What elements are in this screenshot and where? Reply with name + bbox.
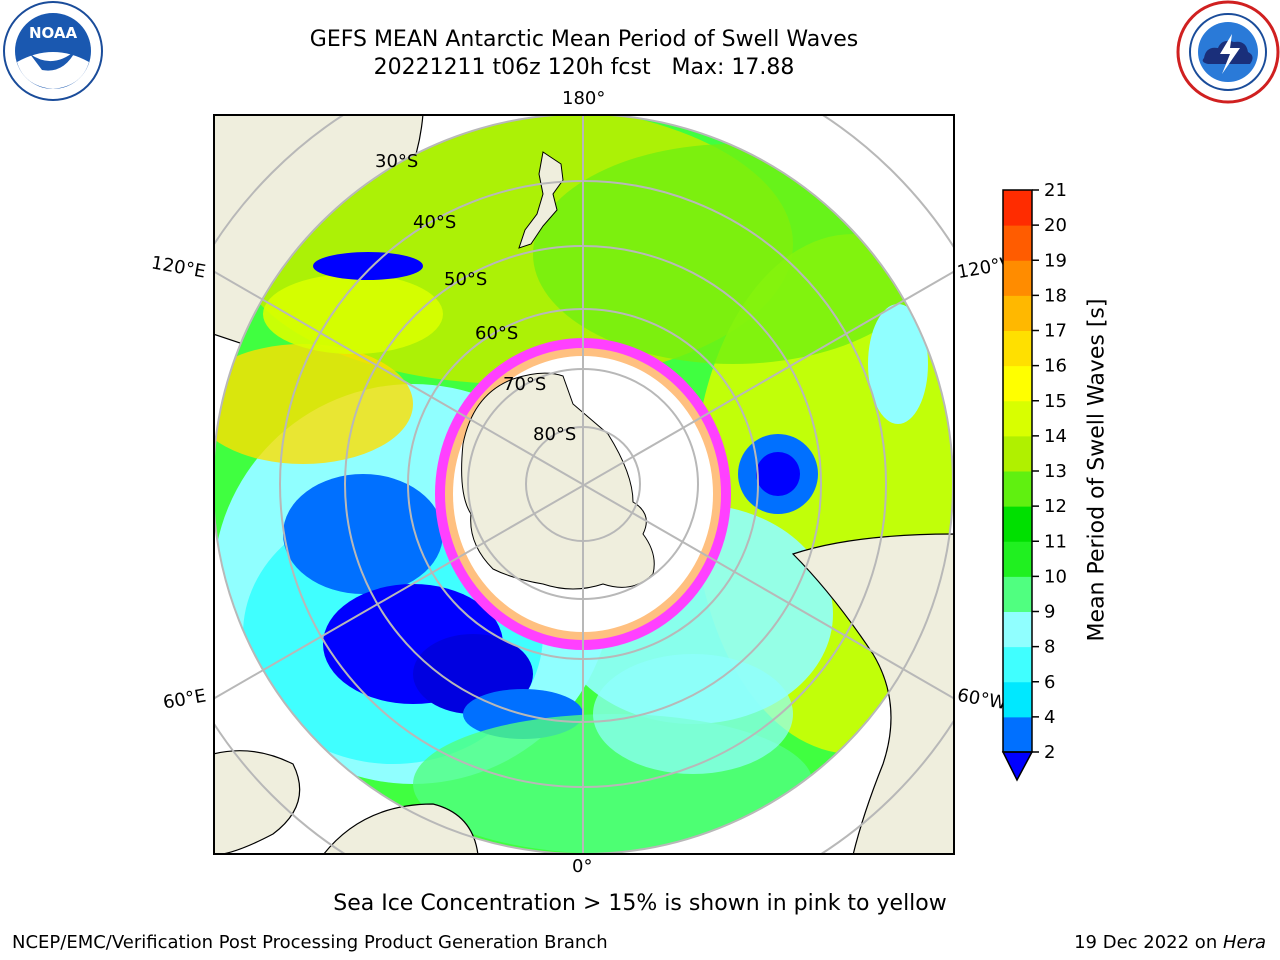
- colorbar-bin: [1003, 365, 1032, 402]
- credit-text: NCEP/EMC/Verification Post Processing Pr…: [12, 932, 608, 953]
- colorbar-tick-label: 10: [1044, 566, 1067, 587]
- colorbar-tick-label: 14: [1044, 426, 1067, 447]
- colorbar-bin: [1003, 260, 1032, 296]
- host-name: Hera: [1222, 932, 1266, 953]
- colorbar-tick-label: 13: [1044, 461, 1067, 482]
- lat-label-30s: 30°S: [375, 151, 419, 172]
- chart-title: GEFS MEAN Antarctic Mean Period of Swell…: [309, 27, 859, 52]
- chart-subtitle: 20221211 t06z 120h fcst Max: 17.88: [373, 55, 795, 80]
- lon-label-180: 180°: [562, 88, 606, 109]
- antarctica-land: [461, 372, 655, 590]
- colorbar-tick-label: 15: [1044, 391, 1067, 412]
- noaa-logo: NOAA: [3, 1, 103, 101]
- lat-label-50s: 50°S: [444, 269, 488, 290]
- colorbar-bin: [1003, 471, 1032, 507]
- nws-logo: [1176, 0, 1280, 104]
- colorbar-tick-label: 20: [1044, 215, 1067, 236]
- colorbar-bin: [1003, 716, 1032, 753]
- colorbar-bin: [1003, 435, 1032, 472]
- colorbar-label: Mean Period of Swell Waves [s]: [1084, 298, 1110, 642]
- lon-label-120e: 120°E: [149, 252, 208, 283]
- noaa-logo-text: NOAA: [29, 24, 78, 42]
- colorbar-bin: [1003, 400, 1032, 437]
- date-text: 19 Dec 2022 on Hera: [1074, 932, 1266, 954]
- colorbar-tick-label: 19: [1044, 250, 1067, 271]
- colorbar: 2 4 6 8 9 10 11 12 13 14 15 16 17 18 19 20 21: [1001, 180, 1067, 782]
- footnote: Sea Ice Concentration > 15% is shown in …: [333, 891, 947, 916]
- colorbar-tick-label: 12: [1044, 496, 1067, 517]
- colorbar-bin: [1003, 190, 1032, 226]
- colorbar-tick-label: 8: [1044, 637, 1055, 658]
- new-zealand-land: [518, 151, 564, 249]
- colorbar-bin: [1003, 681, 1032, 718]
- south-america-tip: [213, 750, 301, 855]
- colorbar-tick-label: 21: [1044, 180, 1067, 201]
- colorbar-bin: [1003, 541, 1032, 577]
- date-prefix: 19 Dec 2022 on: [1074, 932, 1223, 953]
- colorbar-tick-label: 2: [1044, 742, 1055, 763]
- colorbar-bin: [1003, 225, 1032, 261]
- colorbar-tick-label: 18: [1044, 285, 1067, 306]
- colorbar-bin: [1003, 330, 1032, 367]
- lat-label-70s: 70°S: [503, 374, 547, 395]
- polar-map: [213, 114, 955, 855]
- colorbar-tick-label: 9: [1044, 602, 1055, 623]
- colorbar-bin: [1003, 576, 1032, 612]
- colorbar-tick-label: 17: [1044, 321, 1067, 342]
- colorbar-tick-label: 6: [1044, 672, 1055, 693]
- colorbar-bin: [1003, 646, 1032, 683]
- lon-label-0: 0°: [572, 856, 593, 877]
- colorbar-bin: [1003, 611, 1032, 648]
- lat-label-60s: 60°S: [475, 323, 519, 344]
- lat-label-40s: 40°S: [413, 212, 457, 233]
- colorbar-tick-label: 4: [1044, 707, 1055, 728]
- colorbar-tick-label: 16: [1044, 356, 1067, 377]
- colorbar-tick-label: 11: [1044, 531, 1067, 552]
- colorbar-bin: [1003, 506, 1032, 542]
- lat-label-80s: 80°S: [533, 424, 577, 445]
- colorbar-bin: [1003, 295, 1032, 331]
- colorbar-extend-arrow: [1001, 751, 1034, 782]
- lon-label-60e: 60°E: [161, 685, 208, 714]
